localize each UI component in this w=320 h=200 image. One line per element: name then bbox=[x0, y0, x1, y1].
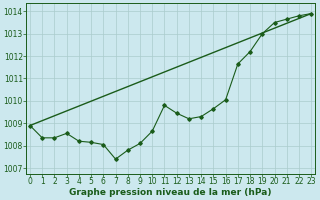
X-axis label: Graphe pression niveau de la mer (hPa): Graphe pression niveau de la mer (hPa) bbox=[69, 188, 272, 197]
